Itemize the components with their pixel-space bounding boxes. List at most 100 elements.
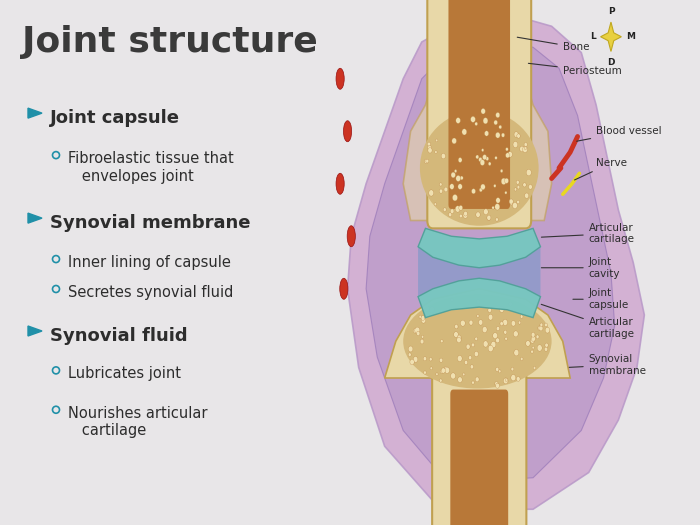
Ellipse shape bbox=[496, 327, 500, 331]
Ellipse shape bbox=[476, 212, 480, 217]
Ellipse shape bbox=[531, 332, 535, 337]
Ellipse shape bbox=[484, 131, 489, 136]
Ellipse shape bbox=[462, 129, 467, 135]
Polygon shape bbox=[385, 289, 570, 378]
Ellipse shape bbox=[517, 200, 519, 204]
Ellipse shape bbox=[531, 338, 535, 343]
Ellipse shape bbox=[482, 154, 486, 160]
Ellipse shape bbox=[455, 206, 460, 212]
Ellipse shape bbox=[487, 215, 491, 220]
Ellipse shape bbox=[523, 146, 528, 153]
Ellipse shape bbox=[443, 208, 446, 212]
Ellipse shape bbox=[481, 109, 485, 114]
Text: Fibroelastic tissue that
   envelopes joint: Fibroelastic tissue that envelopes joint bbox=[68, 151, 234, 184]
Ellipse shape bbox=[457, 335, 461, 340]
Ellipse shape bbox=[336, 68, 344, 89]
Ellipse shape bbox=[459, 214, 462, 218]
FancyBboxPatch shape bbox=[449, 0, 510, 209]
Text: Synovial
membrane: Synovial membrane bbox=[569, 354, 645, 376]
Text: Nourishes articular
   cartilage: Nourishes articular cartilage bbox=[68, 406, 207, 438]
Text: Periosteum: Periosteum bbox=[528, 64, 622, 76]
Ellipse shape bbox=[434, 203, 437, 206]
Ellipse shape bbox=[460, 176, 463, 180]
Text: M: M bbox=[626, 32, 635, 41]
Ellipse shape bbox=[481, 184, 485, 190]
Ellipse shape bbox=[421, 318, 426, 323]
Ellipse shape bbox=[494, 120, 498, 125]
Ellipse shape bbox=[444, 187, 448, 192]
Ellipse shape bbox=[464, 360, 468, 364]
Text: Nerve: Nerve bbox=[575, 158, 627, 180]
Ellipse shape bbox=[449, 213, 452, 217]
Ellipse shape bbox=[531, 350, 533, 353]
Ellipse shape bbox=[458, 158, 462, 162]
Ellipse shape bbox=[428, 142, 430, 146]
Ellipse shape bbox=[496, 132, 500, 138]
Ellipse shape bbox=[482, 327, 487, 333]
Polygon shape bbox=[418, 228, 540, 268]
Ellipse shape bbox=[523, 183, 526, 187]
Polygon shape bbox=[601, 22, 622, 51]
Text: Synovial membrane: Synovial membrane bbox=[50, 214, 251, 232]
Ellipse shape bbox=[440, 340, 443, 343]
Ellipse shape bbox=[430, 367, 433, 370]
Ellipse shape bbox=[454, 332, 458, 338]
Ellipse shape bbox=[516, 181, 519, 184]
Ellipse shape bbox=[495, 204, 500, 210]
Text: Articular
cartilage: Articular cartilage bbox=[541, 223, 635, 245]
Ellipse shape bbox=[503, 378, 508, 384]
Ellipse shape bbox=[495, 382, 498, 386]
Ellipse shape bbox=[513, 331, 518, 337]
Ellipse shape bbox=[499, 125, 502, 129]
Ellipse shape bbox=[493, 333, 498, 339]
Ellipse shape bbox=[440, 370, 443, 373]
Ellipse shape bbox=[451, 373, 456, 379]
Text: Blood vessel: Blood vessel bbox=[577, 126, 662, 141]
Ellipse shape bbox=[440, 189, 442, 193]
Ellipse shape bbox=[444, 366, 448, 371]
Ellipse shape bbox=[489, 314, 493, 320]
Ellipse shape bbox=[486, 157, 489, 161]
Ellipse shape bbox=[505, 379, 508, 382]
Ellipse shape bbox=[504, 330, 507, 334]
Polygon shape bbox=[418, 228, 540, 318]
Ellipse shape bbox=[519, 321, 521, 324]
Ellipse shape bbox=[347, 226, 356, 247]
Ellipse shape bbox=[519, 146, 524, 152]
Ellipse shape bbox=[469, 320, 473, 325]
Ellipse shape bbox=[520, 315, 523, 318]
Ellipse shape bbox=[499, 307, 504, 312]
Ellipse shape bbox=[477, 314, 479, 318]
Ellipse shape bbox=[457, 355, 462, 362]
Ellipse shape bbox=[532, 346, 534, 349]
Ellipse shape bbox=[344, 121, 351, 142]
Text: Lubricates joint: Lubricates joint bbox=[68, 366, 181, 381]
Ellipse shape bbox=[408, 346, 413, 352]
Ellipse shape bbox=[468, 355, 472, 360]
Ellipse shape bbox=[488, 345, 494, 352]
Ellipse shape bbox=[510, 203, 512, 205]
Ellipse shape bbox=[458, 377, 462, 383]
Polygon shape bbox=[28, 326, 42, 336]
Ellipse shape bbox=[424, 356, 426, 361]
Ellipse shape bbox=[545, 327, 550, 333]
Ellipse shape bbox=[428, 190, 434, 196]
Ellipse shape bbox=[545, 343, 548, 348]
Ellipse shape bbox=[538, 326, 541, 330]
Ellipse shape bbox=[526, 169, 531, 176]
Ellipse shape bbox=[514, 350, 519, 356]
Ellipse shape bbox=[456, 175, 461, 182]
Ellipse shape bbox=[524, 142, 527, 146]
Ellipse shape bbox=[461, 320, 466, 326]
Polygon shape bbox=[347, 16, 644, 509]
Ellipse shape bbox=[426, 159, 429, 163]
Ellipse shape bbox=[475, 351, 478, 356]
Ellipse shape bbox=[496, 368, 499, 372]
Text: Bone: Bone bbox=[517, 37, 589, 53]
Ellipse shape bbox=[501, 133, 505, 137]
Text: Joint structure: Joint structure bbox=[22, 25, 318, 59]
Ellipse shape bbox=[511, 321, 515, 326]
Ellipse shape bbox=[420, 339, 424, 344]
FancyBboxPatch shape bbox=[450, 390, 508, 525]
Ellipse shape bbox=[480, 188, 482, 192]
